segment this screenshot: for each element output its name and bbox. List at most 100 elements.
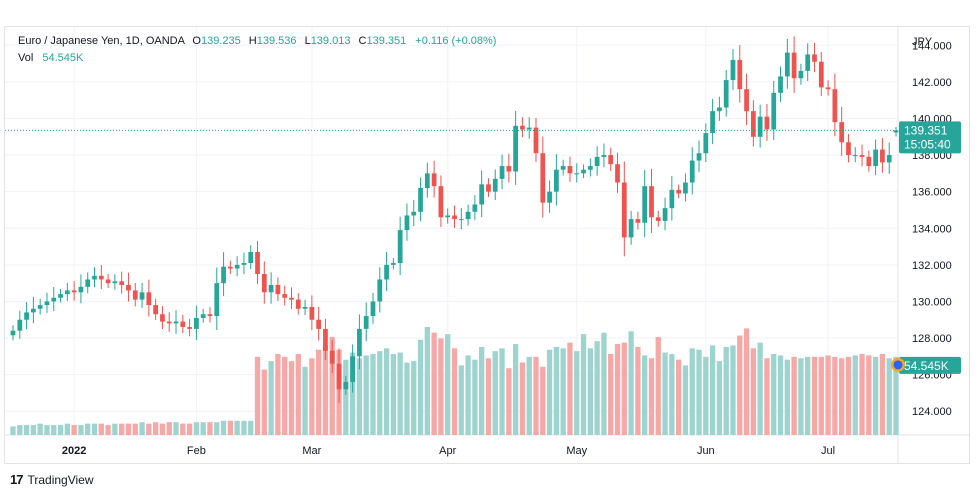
candle-body bbox=[282, 294, 288, 298]
volume-bar bbox=[567, 342, 573, 435]
candle-body bbox=[771, 92, 777, 130]
candle-body bbox=[370, 301, 376, 317]
volume-bar bbox=[64, 423, 70, 435]
candle-body bbox=[689, 160, 695, 183]
volume-bar bbox=[499, 348, 505, 435]
candle-body bbox=[357, 328, 362, 357]
symbol-title[interactable]: Euro / Japanese Yen, 1D, OANDA bbox=[18, 35, 185, 47]
candle-body bbox=[513, 125, 519, 172]
volume-bar bbox=[411, 361, 417, 435]
candle-body bbox=[499, 166, 505, 179]
volume-bar bbox=[621, 342, 627, 435]
candle-body bbox=[445, 215, 451, 218]
candle-body bbox=[377, 279, 383, 302]
volume-bar bbox=[845, 356, 852, 435]
candlestick-chart[interactable]: 144.000142.000140.000138.000136.000134.0… bbox=[5, 27, 969, 463]
volume-bar bbox=[777, 355, 784, 435]
candle-body bbox=[173, 321, 179, 324]
candle-body bbox=[255, 252, 260, 274]
high-value: 139.536 bbox=[256, 35, 297, 47]
close-label: C bbox=[358, 35, 367, 47]
volume-bar bbox=[859, 354, 865, 435]
volume-label[interactable]: Vol bbox=[18, 52, 34, 64]
candle-body bbox=[778, 76, 783, 93]
candle-body bbox=[893, 130, 899, 133]
volume-bar bbox=[451, 348, 458, 435]
volume-bar bbox=[798, 358, 804, 435]
volume-bar bbox=[540, 366, 546, 435]
price-tick-label: 132.000 bbox=[912, 260, 952, 272]
volume-bar bbox=[424, 327, 430, 435]
volume-bar bbox=[791, 356, 797, 435]
candle-body bbox=[635, 219, 641, 223]
legend-volume: Vol 54.545K bbox=[18, 52, 83, 64]
volume-bar bbox=[51, 425, 57, 435]
close-value: 139.351 bbox=[366, 35, 407, 47]
candle-body bbox=[710, 111, 715, 134]
volume-bar bbox=[832, 356, 838, 435]
low-label: L bbox=[304, 35, 311, 47]
candle-body bbox=[309, 306, 315, 320]
volume-bar bbox=[560, 348, 566, 435]
candle-body bbox=[58, 294, 63, 298]
volume-bar bbox=[288, 361, 295, 435]
open-value: 139.235 bbox=[200, 35, 241, 47]
candle-body bbox=[866, 156, 872, 167]
volume-bar bbox=[91, 423, 98, 435]
candle-body bbox=[241, 263, 247, 265]
candle-body bbox=[717, 107, 722, 112]
candle-body bbox=[642, 186, 648, 223]
volume-bar bbox=[78, 425, 84, 435]
volume-bar bbox=[241, 420, 247, 435]
candle-body bbox=[323, 328, 328, 351]
volume-bar bbox=[771, 354, 777, 435]
tradingview-logo[interactable]: 17 TradingView bbox=[10, 472, 94, 487]
date-tick-label: 2022 bbox=[62, 445, 86, 457]
candle-body bbox=[289, 297, 294, 300]
candle-body bbox=[132, 290, 138, 300]
volume-bar bbox=[764, 358, 770, 435]
countdown-timer: 15:05:40 bbox=[904, 137, 951, 151]
candle-body bbox=[187, 327, 192, 329]
candle-body bbox=[316, 319, 322, 329]
candle-body bbox=[71, 290, 77, 293]
volume-bar bbox=[886, 358, 892, 435]
candle-body bbox=[200, 314, 206, 318]
candle-body bbox=[880, 149, 885, 163]
volume-bar bbox=[302, 366, 308, 435]
candle-body bbox=[628, 219, 634, 238]
candle-body bbox=[458, 219, 464, 221]
candle-body bbox=[703, 133, 709, 154]
candle-body bbox=[574, 173, 580, 175]
price-tick-label: 134.000 bbox=[912, 223, 952, 235]
currency-label: JPY bbox=[912, 36, 933, 48]
candle-body bbox=[825, 87, 831, 90]
volume-bar bbox=[343, 359, 349, 435]
candle-body bbox=[506, 166, 512, 172]
candle-body bbox=[676, 189, 682, 194]
volume-tag-value: 54.545K bbox=[904, 359, 949, 373]
candle-body bbox=[492, 178, 498, 192]
volume-bar bbox=[825, 355, 831, 435]
candle-body bbox=[662, 208, 668, 221]
candle-body bbox=[791, 52, 797, 79]
candle-body bbox=[397, 230, 403, 264]
candle-body bbox=[846, 142, 851, 156]
candle-body bbox=[51, 297, 57, 302]
candle-body bbox=[248, 252, 254, 264]
candle-body bbox=[146, 292, 152, 306]
candle-body bbox=[390, 263, 396, 265]
date-tick-label: Apr bbox=[439, 445, 456, 457]
volume-bar bbox=[580, 334, 587, 435]
volume-bar bbox=[383, 348, 390, 435]
candle-body bbox=[424, 173, 430, 189]
volume-bar bbox=[71, 425, 77, 435]
candle-body bbox=[764, 116, 770, 130]
volume-bar bbox=[166, 422, 172, 435]
candle-body bbox=[180, 321, 186, 328]
volume-bar bbox=[105, 425, 111, 435]
candle-body bbox=[105, 279, 111, 284]
candle-body bbox=[363, 316, 369, 329]
price-tick-label: 144.000 bbox=[912, 40, 952, 52]
candle-body bbox=[418, 188, 423, 212]
